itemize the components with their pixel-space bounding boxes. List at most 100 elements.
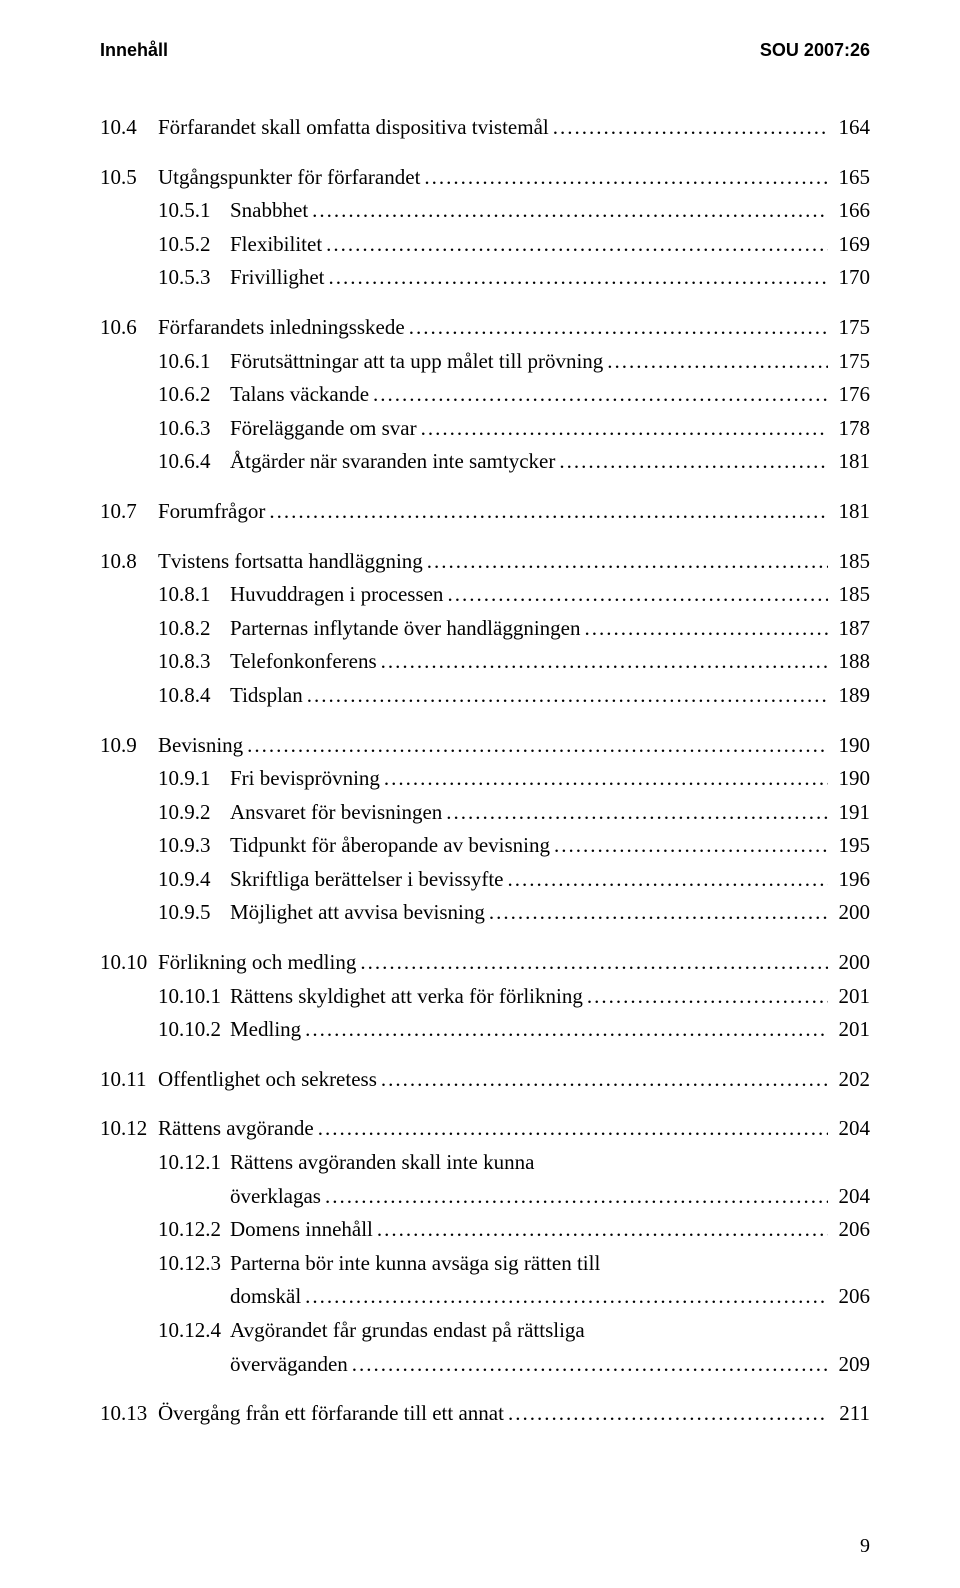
toc-leader-dots [550,829,828,863]
toc-leader-dots [301,1280,828,1314]
toc-entry-label: Förutsättningar att ta upp målet till pr… [230,345,603,379]
toc-entry-number: 10.12.2 [158,1213,230,1247]
toc-leader-dots [423,545,828,579]
toc-entry-number: 10.10.1 [158,980,230,1014]
toc-entry-number: 10.8.1 [158,578,230,612]
page-number: 9 [860,1535,870,1558]
toc-leader-dots [443,578,828,612]
header-right: SOU 2007:26 [760,40,870,61]
toc-entry-page: 169 [828,228,870,262]
toc-entry-label: Offentlighet och sekretess [158,1063,377,1097]
toc-entry-number: 10.9.3 [158,829,230,863]
toc-entry-page: 175 [828,345,870,379]
toc-leader-dots [504,1397,828,1431]
toc-entry: 10.9.1 Fri bevisprövning190 [100,762,870,796]
toc-entry-number: 10.9.1 [158,762,230,796]
toc-entry-page: 209 [828,1348,870,1382]
toc-entry: 10.5.2 Flexibilitet 169 [100,228,870,262]
toc-entry-label: Tidsplan [230,679,303,713]
toc-entry-label: Snabbhet [230,194,308,228]
toc-entry-label: Förfarandet skall omfatta dispositiva tv… [158,111,549,145]
toc-leader-dots [485,896,828,930]
toc-entry-page: 204 [828,1112,870,1146]
toc-entry-page: 189 [828,679,870,713]
toc-leader-dots [380,762,828,796]
toc-entry-number: 10.11 [100,1063,158,1097]
toc-entry-page: 206 [828,1213,870,1247]
toc-entry-page: 188 [828,645,870,679]
toc-entry-number: 10.9.2 [158,796,230,830]
toc-entry-label: överklagas [230,1180,321,1214]
toc-entry-number: 10.5.3 [158,261,230,295]
toc-leader-dots [603,345,828,379]
toc-entry-page: 191 [828,796,870,830]
toc-entry-label: Flexibilitet [230,228,322,262]
toc-entry-page: 185 [828,545,870,579]
toc-entry-number: 10.12.1 [158,1146,230,1180]
toc-entry-number: 10.5 [100,161,158,195]
toc-entry-label: Parterna bör inte kunna avsäga sig rätte… [230,1247,600,1281]
toc-entry-label: Rättens avgörande [158,1112,314,1146]
toc-entry-label: Rättens skyldighet att verka för förlikn… [230,980,583,1014]
toc-entry-page: 166 [828,194,870,228]
page-header: Innehåll SOU 2007:26 [100,40,870,61]
toc-leader-dots [308,194,828,228]
toc-leader-dots [303,679,828,713]
toc-entry-page: 201 [828,1013,870,1047]
toc-entry-page: 175 [828,311,870,345]
toc-entry: 10.9.3 Tidpunkt för åberopande av bevisn… [100,829,870,863]
toc-entry-page: 195 [828,829,870,863]
toc-leader-dots [420,161,828,195]
toc-entry-number: 10.13 [100,1397,158,1431]
toc-entry-label: Föreläggande om svar [230,412,417,446]
table-of-contents: 10.4 Förfarandet skall omfatta dispositi… [100,111,870,1431]
toc-entry: 10.10.1 Rättens skyldighet att verka för… [100,980,870,1014]
toc-entry: 10.6.3 Föreläggande om svar178 [100,412,870,446]
toc-entry-label: Bevisning [158,729,243,763]
toc-entry-label: Avgörandet får grundas endast på rättsli… [230,1314,585,1348]
toc-entry-number: 10.5.1 [158,194,230,228]
toc-entry-number: 10.6.3 [158,412,230,446]
toc-entry-number: 10.12.4 [158,1314,230,1348]
toc-entry: 10.8.1 Huvuddragen i processen185 [100,578,870,612]
toc-entry-number: 10.10.2 [158,1013,230,1047]
toc-entry-page: 185 [828,578,870,612]
toc-entry-number: 10.5.2 [158,228,230,262]
toc-entry: 10.8.3 Telefonkonferens188 [100,645,870,679]
toc-entry-page: 211 [828,1397,870,1431]
toc-entry-label: Ansvaret för bevisningen [230,796,442,830]
toc-entry-number: 10.8 [100,545,158,579]
toc-entry: 10.8.4 Tidsplan 189 [100,679,870,713]
toc-entry-label: Möjlighet att avvisa bevisning [230,896,485,930]
toc-entry-label: Förlikning och medling [158,946,356,980]
toc-entry-label: Skriftliga berättelser i bevissyfte [230,863,504,897]
toc-entry-label: Parternas inflytande över handläggningen [230,612,580,646]
toc-leader-dots [580,612,828,646]
toc-entry: 10.11 Offentlighet och sekretess202 [100,1063,870,1097]
toc-entry-page: 196 [828,863,870,897]
toc-leader-dots [377,1063,828,1097]
toc-entry: 10.9.4 Skriftliga berättelser i bevissyf… [100,863,870,897]
toc-entry: 10.12.2 Domens innehåll206 [100,1213,870,1247]
toc-entry-page: 170 [828,261,870,295]
toc-leader-dots [243,729,828,763]
toc-leader-dots [504,863,828,897]
toc-entry-label: Utgångspunkter för förfarandet [158,161,420,195]
toc-entry: 10.6.1 Förutsättningar att ta upp målet … [100,345,870,379]
toc-entry: 10.9.5 Möjlighet att avvisa bevisning200 [100,896,870,930]
toc-leader-dots [442,796,828,830]
toc-leader-dots [348,1348,828,1382]
toc-entry: 10.6 Förfarandets inledningsskede175 [100,311,870,345]
toc-entry: 10.9.2 Ansvaret för bevisningen 191 [100,796,870,830]
toc-entry: 10.4 Förfarandet skall omfatta dispositi… [100,111,870,145]
toc-entry-label: Förfarandets inledningsskede [158,311,405,345]
toc-entry: 10.10.2 Medling201 [100,1013,870,1047]
toc-entry: 10.12.1 Rättens avgöranden skall inte ku… [100,1146,870,1180]
toc-entry-number: 10.8.4 [158,679,230,713]
toc-entry: 10.5 Utgångspunkter för förfarandet165 [100,161,870,195]
toc-entry: 10.6.2 Talans väckande176 [100,378,870,412]
toc-entry: 10.5.3 Frivillighet170 [100,261,870,295]
header-left: Innehåll [100,40,168,61]
toc-entry-number: 10.4 [100,111,158,145]
toc-entry: överklagas204 [100,1180,870,1214]
